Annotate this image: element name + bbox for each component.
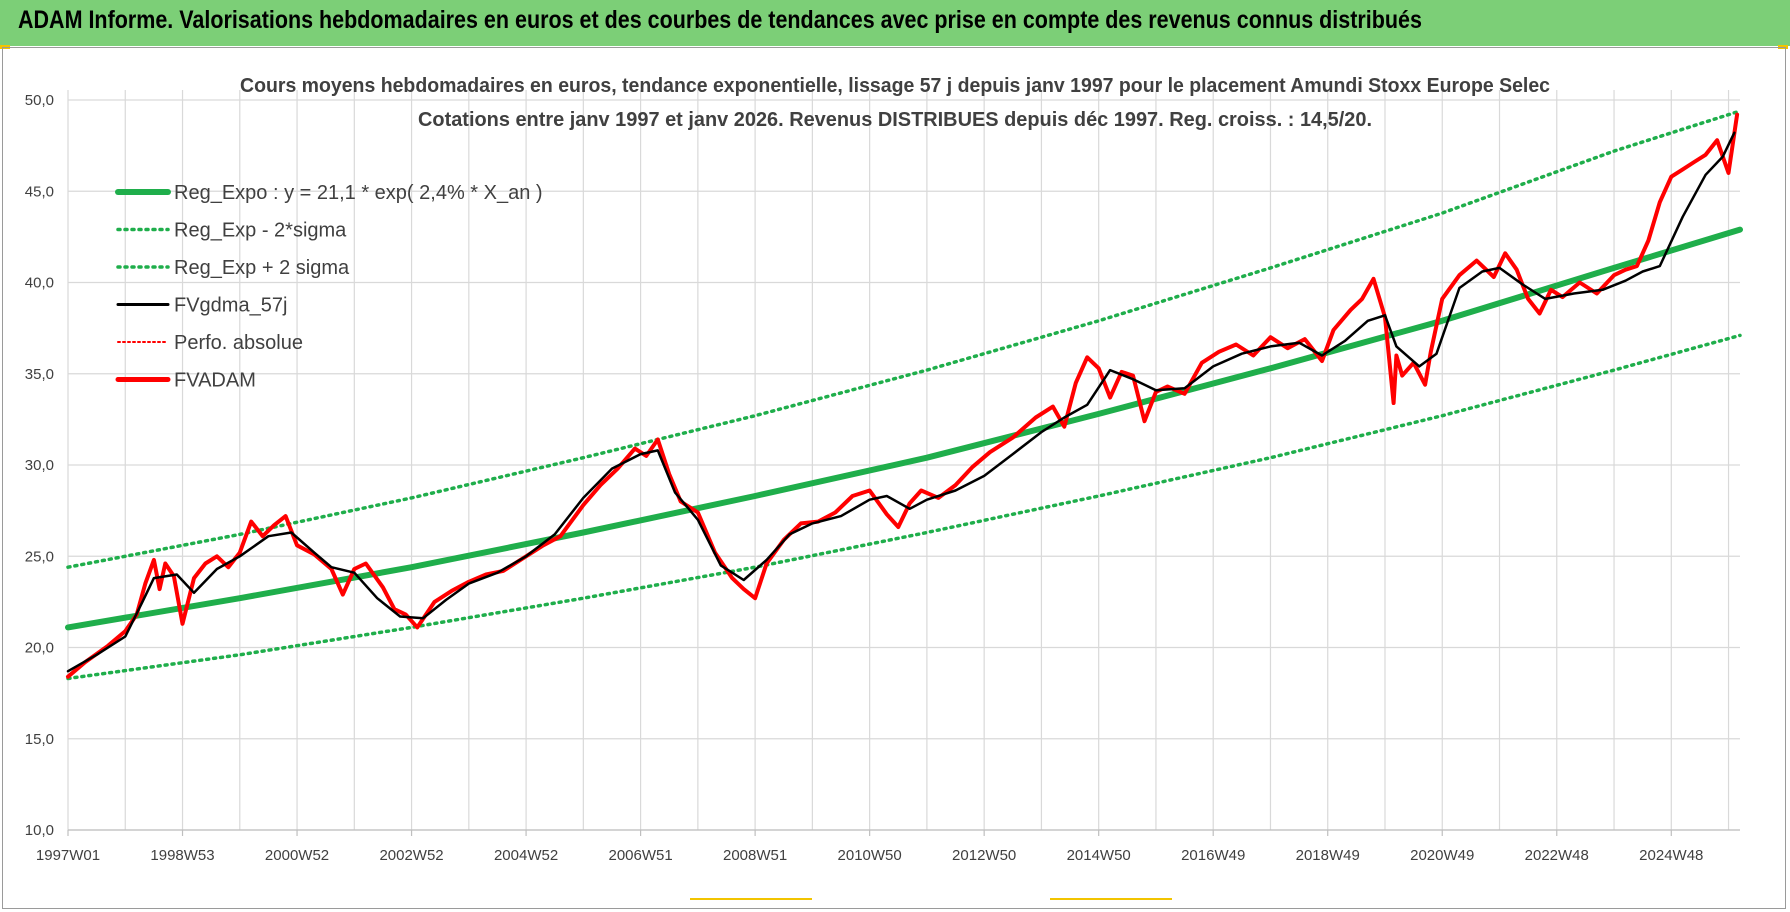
x-tick-label: 2020W49 [1410,847,1474,864]
page-title: ADAM Informe. Valorisations hebdomadaire… [18,6,1422,34]
legend-label: Perfo. absolue [174,332,303,354]
header-bar: ADAM Informe. Valorisations hebdomadaire… [0,0,1790,46]
legend-label: FVADAM [174,370,256,392]
x-tick-label: 2014W50 [1067,847,1131,864]
corner-mark-bottom-2 [1050,898,1172,900]
legend-label: Reg_Expo : y = 21,1 * exp( 2,4% * X_an ) [174,182,543,204]
y-tick-label: 15,0 [25,731,54,748]
x-tick-label: 2008W51 [723,847,787,864]
chart-title-line1: Cours moyens hebdomadaires en euros, ten… [240,75,1550,97]
x-tick-label: 1997W01 [36,847,100,864]
chart-title-line2: Cotations entre janv 1997 et janv 2026. … [418,109,1372,131]
y-tick-label: 25,0 [25,548,54,565]
series-reg-expo [65,226,1743,631]
y-tick-label: 40,0 [25,275,54,292]
series-layer [65,109,1743,681]
series-reg-exp-plus-2sigma [66,109,1742,569]
x-tick-label: 2022W48 [1525,847,1589,864]
x-tick-label: 2024W48 [1639,847,1703,864]
legend-label: FVgdma_57j [174,295,287,317]
x-tick-label: 1998W53 [150,847,214,864]
x-tick-label: 2006W51 [608,847,672,864]
corner-mark-bottom-1 [690,898,812,900]
y-tick-label: 35,0 [25,366,54,383]
x-tick-label: 2018W49 [1296,847,1360,864]
x-tick-label: 2010W50 [838,847,902,864]
axis-layer: 10,0 15,0 20,0 25,0 30,0 35,0 40,0 45,0 50,0 1997… [25,92,1740,864]
series-reg-exp-minus-2sigma [66,333,1742,681]
y-tick-label: 50,0 [25,92,54,109]
y-tick-label: 10,0 [25,822,54,839]
y-tick-label: 45,0 [25,183,54,200]
x-tick-label: 2004W52 [494,847,558,864]
x-tick-label: 2002W52 [379,847,443,864]
x-tick-label: 2016W49 [1181,847,1245,864]
x-tick-label: 2012W50 [952,847,1016,864]
chart-frame [2,47,1786,909]
y-tick-label: 20,0 [25,640,54,657]
y-tick-label: 30,0 [25,457,54,474]
series-fvgdma-57j [66,131,1736,673]
legend-label: Reg_Exp - 2*sigma [174,220,347,242]
legend-label: Reg_Exp + 2 sigma [174,257,350,279]
x-tick-label: 2000W52 [265,847,329,864]
legend: Reg_Expo : y = 21,1 * exp( 2,4% * X_an )… [115,182,543,392]
